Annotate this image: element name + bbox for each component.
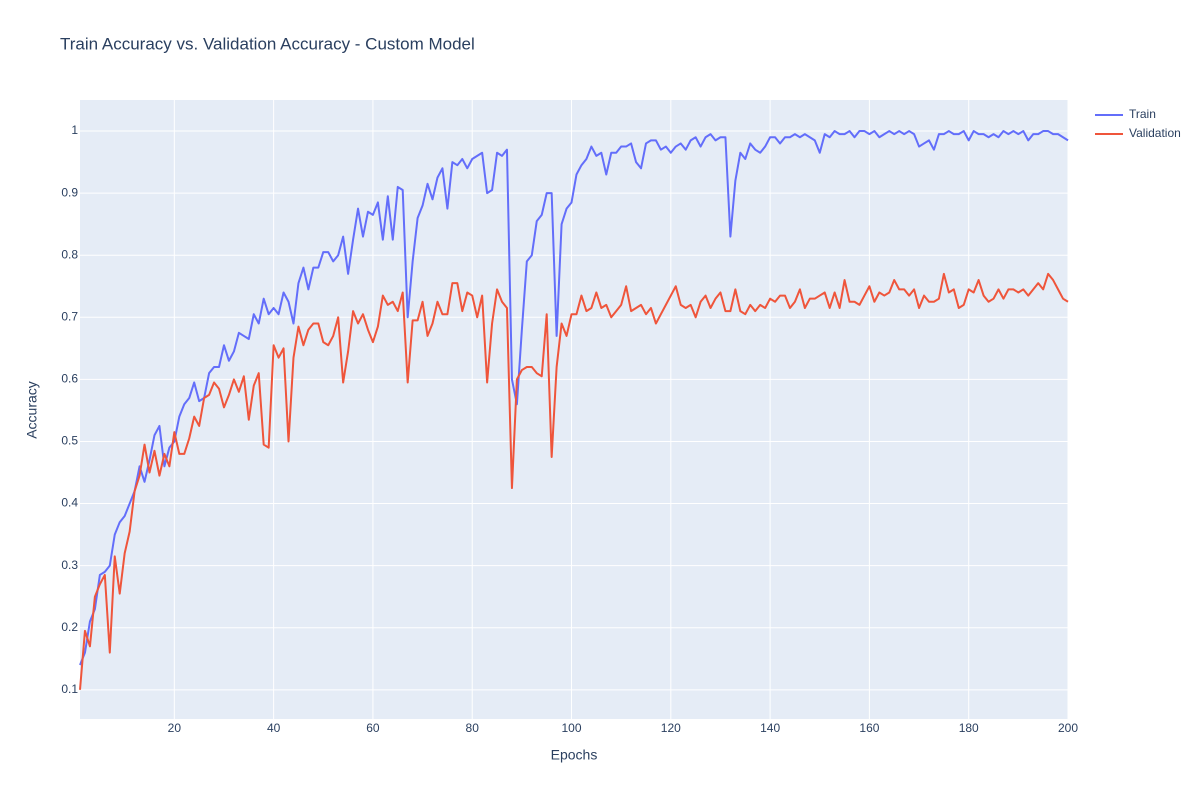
series-line [79, 130, 1069, 666]
x-tick-label: 120 [661, 721, 681, 735]
x-tick-label: 180 [959, 721, 979, 735]
x-tick-label: 40 [267, 721, 281, 735]
x-tick-label: 160 [859, 721, 879, 735]
x-axis-label: Epochs [551, 747, 598, 763]
x-tick-label: 100 [562, 721, 582, 735]
y-tick-label: 0.4 [61, 496, 78, 510]
y-tick-label: 0.7 [61, 309, 78, 323]
plot-area [80, 100, 1068, 719]
chart-title: Train Accuracy vs. Validation Accuracy -… [60, 34, 475, 53]
y-tick-label: 0.3 [61, 558, 78, 572]
y-axis-label: Accuracy [24, 381, 40, 439]
x-tick-label: 80 [466, 721, 480, 735]
series-line [79, 272, 1069, 690]
x-tick-label: 140 [760, 721, 780, 735]
x-tick-label: 20 [168, 721, 182, 735]
x-tick-label: 200 [1058, 721, 1078, 735]
y-tick-label: 0.1 [61, 682, 78, 696]
y-tick-label: 1 [71, 123, 78, 137]
y-tick-label: 0.5 [61, 434, 78, 448]
legend-label: Validation [1129, 126, 1181, 140]
y-tick-label: 0.9 [61, 185, 78, 199]
y-tick-label: 0.8 [61, 247, 78, 261]
y-tick-label: 0.2 [61, 620, 78, 634]
y-tick-label: 0.6 [61, 372, 78, 386]
x-tick-label: 60 [366, 721, 380, 735]
legend-label: Train [1129, 107, 1156, 121]
